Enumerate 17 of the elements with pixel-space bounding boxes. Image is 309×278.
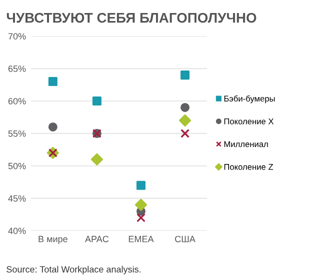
- legend-label: Поколение X: [224, 118, 274, 124]
- x-tick-label: США: [175, 236, 196, 242]
- chart-title: ЧУВСТВУЮТ СЕБЯ БЛАГОПОЛУЧНО: [6, 12, 256, 23]
- y-tick-label: 55%: [8, 130, 26, 137]
- x-tick-label: EMEA: [128, 236, 154, 242]
- y-tick-label: 45%: [8, 195, 26, 202]
- y-tick-label: 70%: [8, 33, 26, 40]
- y-tick-label: 60%: [8, 98, 26, 104]
- x-tick-label: APAC: [85, 236, 109, 242]
- y-tick-label: 65%: [8, 66, 26, 72]
- source-note: Source: Total Workplace analysis.: [6, 266, 141, 274]
- x-tick-label: В мире: [38, 236, 68, 244]
- y-tick-label: 40%: [8, 228, 26, 234]
- legend-label: Бэби-бумеры: [224, 95, 275, 104]
- y-tick-label: 50%: [8, 162, 26, 170]
- legend-label: Поколение Z: [224, 164, 274, 170]
- legend-label: Миллениал: [224, 141, 268, 148]
